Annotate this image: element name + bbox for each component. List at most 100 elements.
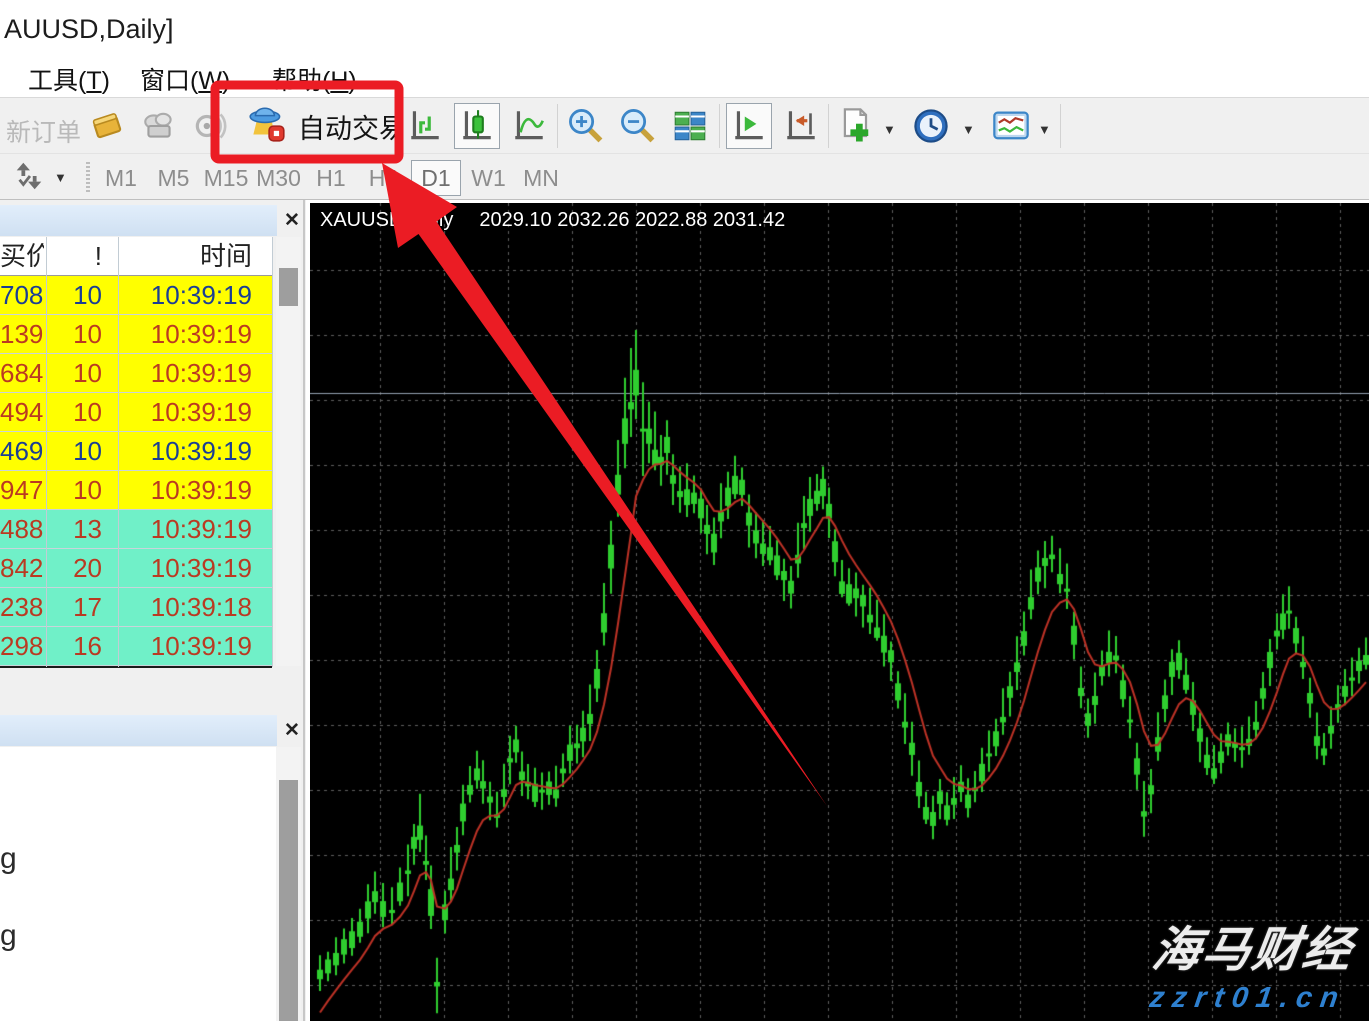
cell-price: 298 xyxy=(0,631,44,661)
wallet-icon[interactable] xyxy=(84,103,130,149)
cell-spread: 10 xyxy=(73,475,102,505)
table-row[interactable]: 469 10 10:39:19 xyxy=(0,432,272,471)
scrollbar-thumb[interactable] xyxy=(279,780,298,1021)
timeframe-button-M30[interactable]: M30 xyxy=(256,164,301,191)
timeframe-button-D1[interactable]: D1 xyxy=(411,160,461,196)
table-row[interactable]: 488 13 10:39:19 xyxy=(0,510,272,549)
tile-windows-icon[interactable] xyxy=(667,103,713,149)
dropdown-arrow-icon[interactable]: ▼ xyxy=(1038,122,1051,137)
column-divider xyxy=(272,237,273,667)
cell-time: 10:39:19 xyxy=(150,475,252,505)
bar-chart-icon[interactable] xyxy=(402,103,448,149)
cell-time: 10:39:19 xyxy=(150,514,252,544)
dropdown-arrow-icon[interactable]: ▼ xyxy=(962,122,975,137)
chart-ohlc-readout: XAUUSD,Daily 2029.10 2032.26 2022.88 2031… xyxy=(320,209,785,232)
indicators-icon[interactable] xyxy=(988,103,1034,149)
zoom-out-icon[interactable] xyxy=(615,103,661,149)
cell-price: 947 xyxy=(0,475,44,505)
watermark-url: zzrt01.cn xyxy=(1147,982,1349,1014)
table-row[interactable]: 708 10 10:39:19 xyxy=(0,276,272,315)
column-header-price[interactable]: 买价 xyxy=(0,241,44,271)
navigator-item-partial[interactable]: g xyxy=(0,842,17,875)
market-watch-scrollbar[interactable] xyxy=(276,237,301,666)
signal-icon[interactable] xyxy=(187,103,233,149)
navigator-header[interactable] xyxy=(0,715,277,746)
toolbar-timeframes: ▼ M1 M5 M15 M30 H1 H4 D1 W1 MN xyxy=(0,154,1369,200)
chart-window[interactable]: XAUUSD,Daily 2029.10 2032.26 2022.88 2031… xyxy=(310,203,1369,1021)
cell-spread: 10 xyxy=(73,397,102,427)
cell-spread: 20 xyxy=(73,553,102,583)
cell-time: 10:39:18 xyxy=(150,592,252,622)
dropdown-arrow-icon[interactable]: ▼ xyxy=(883,122,896,137)
chart-ohlc-values: 2029.10 2032.26 2022.88 2031.42 xyxy=(479,209,786,231)
cell-price: 139 xyxy=(0,319,44,349)
cell-time: 10:39:19 xyxy=(150,280,252,310)
table-row[interactable]: 842 20 10:39:19 xyxy=(0,549,272,588)
cell-time: 10:39:19 xyxy=(150,358,252,388)
dropdown-arrow-icon[interactable]: ▼ xyxy=(54,170,67,185)
cell-time: 10:39:19 xyxy=(150,553,252,583)
new-template-icon[interactable] xyxy=(833,103,879,149)
print-icon[interactable] xyxy=(136,103,182,149)
close-icon[interactable]: ✕ xyxy=(284,719,300,741)
column-divider xyxy=(46,237,47,667)
menu-item[interactable]: 帮助(H) xyxy=(272,67,357,95)
cell-time: 10:39:19 xyxy=(150,397,252,427)
periods-icon[interactable] xyxy=(908,103,954,149)
column-header-time[interactable]: 时间 xyxy=(199,241,252,271)
auto-scroll-icon[interactable] xyxy=(726,103,772,149)
scrollbar-thumb[interactable] xyxy=(279,268,298,306)
timeframe-button-H1[interactable]: H1 xyxy=(316,164,346,191)
symbols-icon[interactable] xyxy=(8,156,50,196)
market-watch-column-headers[interactable]: 买价 ! 时间 xyxy=(0,237,272,276)
autotrading-icon xyxy=(246,103,288,150)
column-header-spread[interactable]: ! xyxy=(94,241,102,271)
panel-splitter[interactable] xyxy=(303,200,305,1021)
timeframe-button-M5[interactable]: M5 xyxy=(157,164,190,191)
cell-spread: 10 xyxy=(73,436,102,466)
navigator-scrollbar[interactable] xyxy=(276,747,301,1021)
timeframe-button-M1[interactable]: M1 xyxy=(105,164,137,191)
cell-spread: 10 xyxy=(73,358,102,388)
menu-item[interactable]: 工具(T) xyxy=(28,67,110,95)
timeframe-button-MN[interactable]: MN xyxy=(523,164,559,191)
cell-spread: 13 xyxy=(73,514,102,544)
timeframe-button-M15[interactable]: M15 xyxy=(203,164,249,191)
cell-spread: 10 xyxy=(73,280,102,310)
menu-bar: 工具(T) 窗口(W) 帮助(H) xyxy=(0,55,1369,97)
table-bottom-border xyxy=(0,666,272,668)
cell-price: 488 xyxy=(0,514,44,544)
table-row[interactable]: 684 10 10:39:19 xyxy=(0,354,272,393)
cell-price: 494 xyxy=(0,397,44,427)
toolbar-drag-handle[interactable] xyxy=(86,162,90,194)
new-order-button[interactable]: 新订单 xyxy=(6,119,82,147)
navigator-item-partial[interactable]: g xyxy=(0,919,17,952)
table-row[interactable]: 139 10 10:39:19 xyxy=(0,315,272,354)
close-icon[interactable]: ✕ xyxy=(284,209,300,231)
watermark-brand: 海马财经 xyxy=(1148,924,1357,977)
chart-shift-icon[interactable] xyxy=(778,103,824,149)
left-panels: ✕ 买价 ! 时间 708 10 10:39:19 139 10 10:39:19 684 1… xyxy=(0,200,306,1021)
cell-spread: 10 xyxy=(73,319,102,349)
table-row[interactable]: 298 16 10:39:19 xyxy=(0,627,272,666)
table-row[interactable]: 238 17 10:39:18 xyxy=(0,588,272,627)
price-chart-canvas[interactable] xyxy=(310,203,1369,1021)
cell-time: 10:39:19 xyxy=(150,631,252,661)
window-title: AUUSD,Daily] xyxy=(4,14,174,44)
cell-spread: 17 xyxy=(73,592,102,622)
timeframe-button-H4[interactable]: H4 xyxy=(368,164,399,191)
cell-price: 684 xyxy=(0,358,44,388)
cell-price: 469 xyxy=(0,436,44,466)
table-row[interactable]: 494 10 10:39:19 xyxy=(0,393,272,432)
auto-trading-button[interactable]: 自动交易 xyxy=(240,101,412,151)
menu-item[interactable]: 窗口(W) xyxy=(140,67,231,95)
market-watch-header[interactable] xyxy=(0,205,277,236)
line-chart-icon[interactable] xyxy=(506,103,552,149)
table-row[interactable]: 947 10 10:39:19 xyxy=(0,471,272,510)
zoom-in-icon[interactable] xyxy=(563,103,609,149)
candle-chart-icon[interactable] xyxy=(454,103,500,149)
cell-price: 708 xyxy=(0,280,44,310)
timeframe-button-W1[interactable]: W1 xyxy=(471,164,506,191)
auto-trading-label: 自动交易 xyxy=(298,113,406,144)
